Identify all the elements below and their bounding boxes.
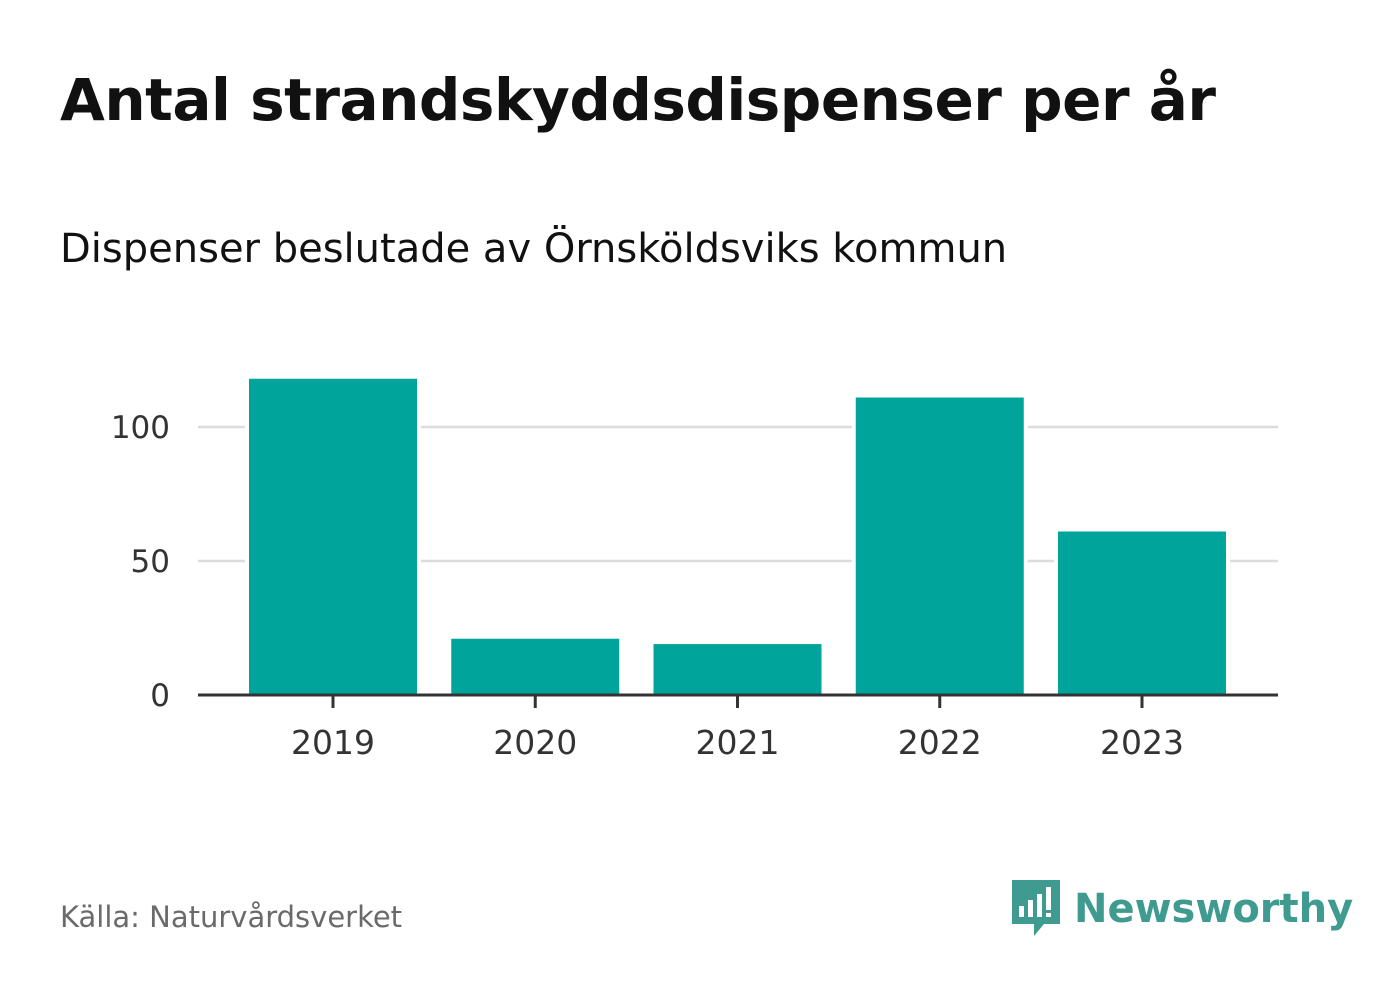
x-tick-label-2020: 2020 xyxy=(493,723,577,762)
source-note: Källa: Naturvårdsverket xyxy=(60,900,403,934)
brand-name: Newsworthy xyxy=(1074,886,1354,932)
bar-2020 xyxy=(451,638,620,695)
x-tick-label-2021: 2021 xyxy=(696,723,780,762)
y-tick-label-100: 100 xyxy=(111,410,170,446)
y-tick-label-50: 50 xyxy=(131,544,170,580)
brand-logo: Newsworthy xyxy=(1010,878,1353,940)
x-tick-label-2023: 2023 xyxy=(1100,723,1184,762)
newsworthy-logo-icon xyxy=(1012,880,1060,936)
chart-title: Antal strandskyddsdispenser per år xyxy=(60,66,1216,134)
y-tick-label-0: 0 xyxy=(150,678,170,714)
bar-2019 xyxy=(249,378,417,695)
bar-2021 xyxy=(653,644,822,695)
x-tick-label-2022: 2022 xyxy=(898,723,982,762)
chart-subtitle: Dispenser beslutade av Örnsköldsviks kom… xyxy=(60,226,1008,272)
x-tick-label-2019: 2019 xyxy=(291,723,375,762)
bar-2022 xyxy=(855,397,1024,695)
bar-2023 xyxy=(1058,531,1226,695)
